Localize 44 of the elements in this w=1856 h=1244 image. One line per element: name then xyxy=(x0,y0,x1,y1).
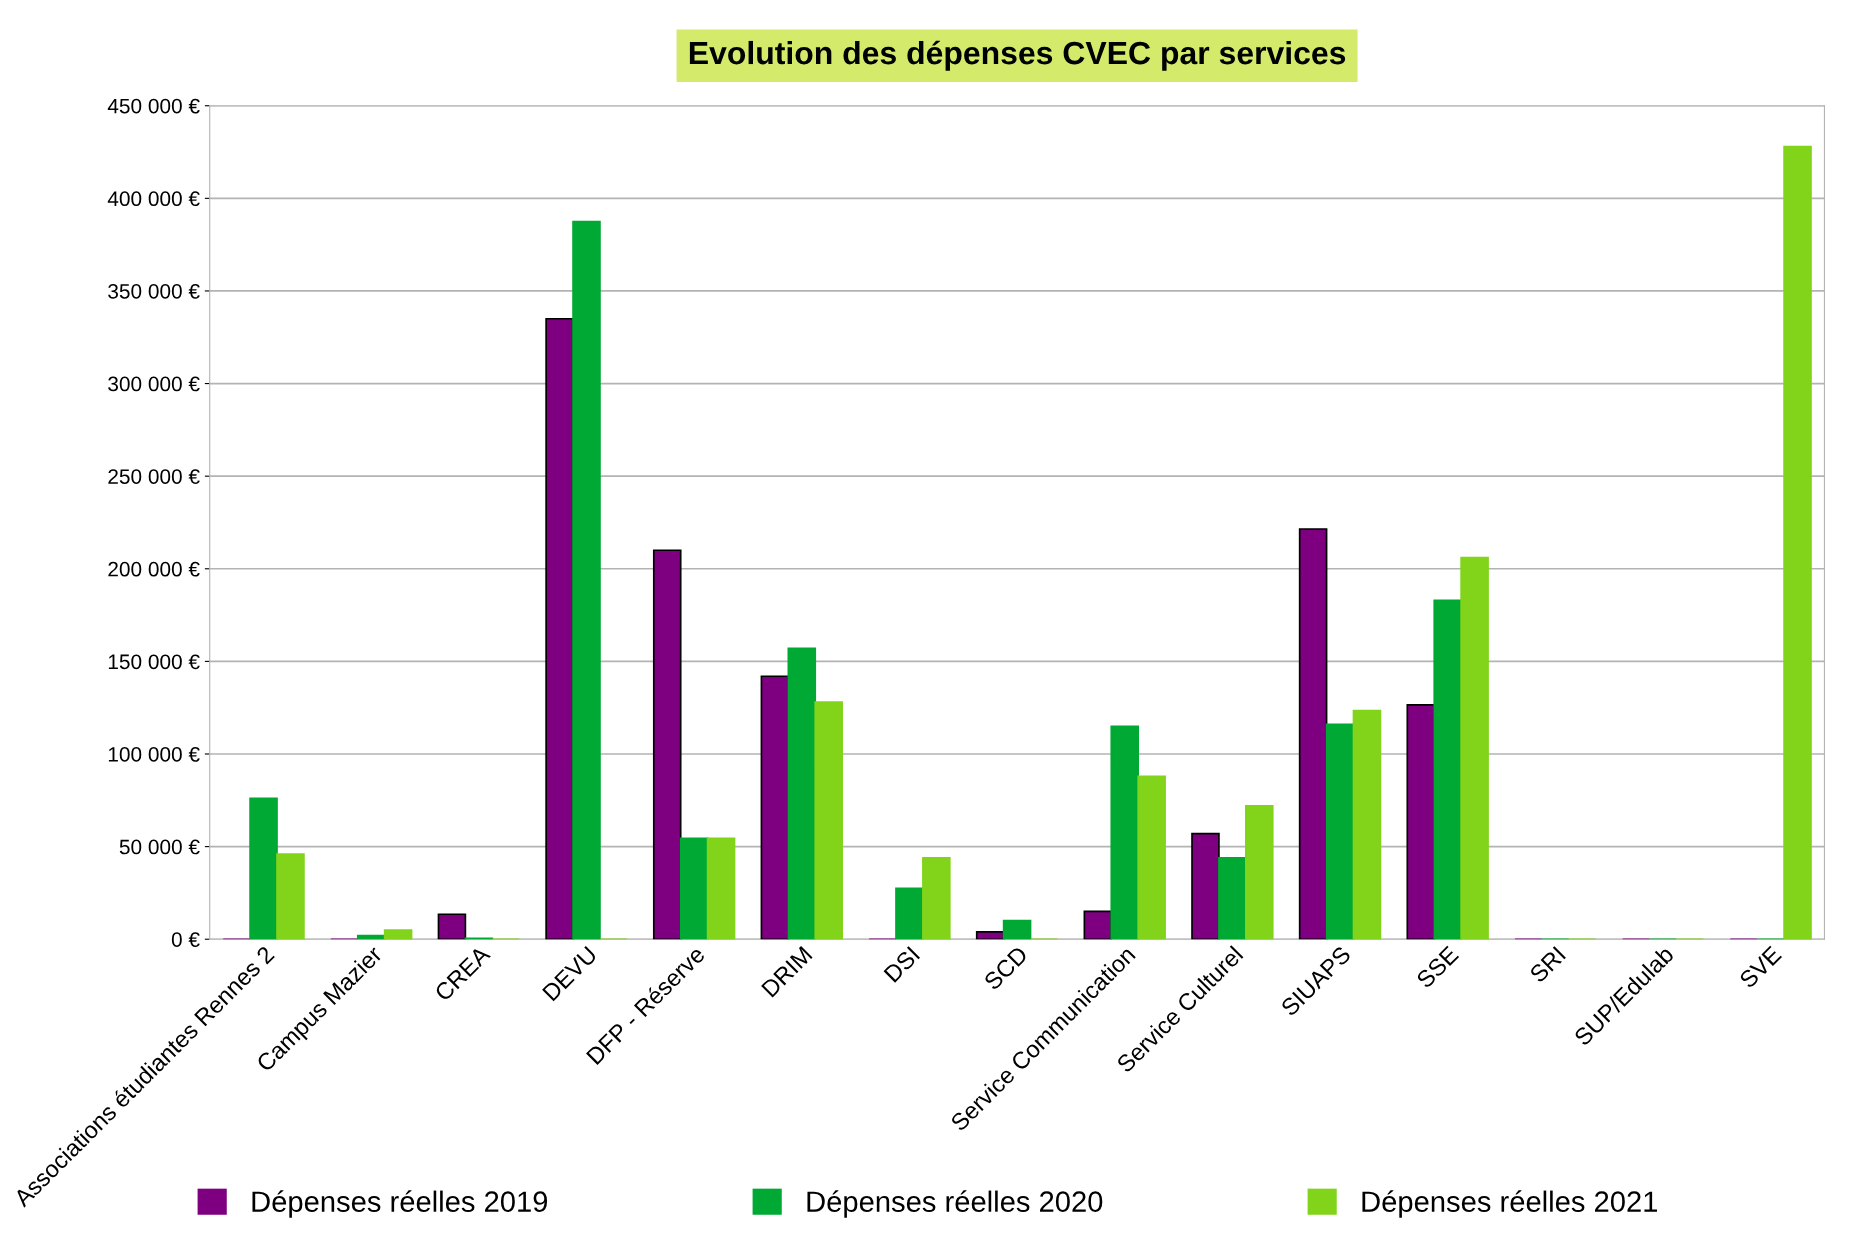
x-tick-label: DSI xyxy=(883,946,921,983)
bar xyxy=(975,930,1005,940)
bar xyxy=(1245,805,1274,940)
bar xyxy=(1002,919,1032,940)
bar xyxy=(706,837,736,940)
y-tick-label: 0 € xyxy=(171,932,200,947)
bar xyxy=(249,797,278,940)
bar xyxy=(1110,725,1140,940)
y-tick-label: 200 000 € xyxy=(108,561,200,577)
bar xyxy=(922,856,951,940)
bar xyxy=(1218,856,1247,940)
chart-title: Evolution des dépenses CVEC par services xyxy=(689,40,1346,71)
bar xyxy=(1433,599,1462,940)
bar xyxy=(1325,723,1355,940)
y-tick-label: 350 000 € xyxy=(108,283,200,299)
y-tick-label: 450 000 € xyxy=(107,98,200,114)
legend-label: Dépenses réelles 2019 xyxy=(252,1190,548,1218)
x-tick-label: SRI xyxy=(1528,946,1567,984)
bar xyxy=(276,853,305,940)
bar xyxy=(679,837,709,940)
bar xyxy=(383,929,413,940)
legend-label: Dépenses réelles 2020 xyxy=(807,1190,1103,1218)
bar xyxy=(1352,709,1382,940)
y-tick-label: 250 000 € xyxy=(108,469,200,484)
bar xyxy=(895,887,924,940)
legend-label: Dépenses réelles 2021 xyxy=(1362,1190,1657,1218)
bar xyxy=(1460,556,1489,940)
y-tick-label: 100 000 € xyxy=(108,747,200,762)
bar xyxy=(1406,704,1436,940)
bar xyxy=(1137,775,1166,940)
y-tick-label: 300 000 € xyxy=(108,376,200,392)
bar xyxy=(814,701,843,940)
bar xyxy=(760,675,790,940)
bar xyxy=(1783,145,1812,940)
bar xyxy=(652,549,682,940)
bar xyxy=(572,220,601,940)
bar xyxy=(1191,832,1220,940)
bar xyxy=(437,913,467,940)
y-tick-label: 50 000 € xyxy=(119,839,200,855)
bar xyxy=(1298,528,1328,940)
y-tick-label: 400 000 € xyxy=(107,191,200,207)
y-tick-label: 150 000 € xyxy=(108,654,200,670)
bar xyxy=(545,317,574,940)
bar xyxy=(787,647,817,940)
